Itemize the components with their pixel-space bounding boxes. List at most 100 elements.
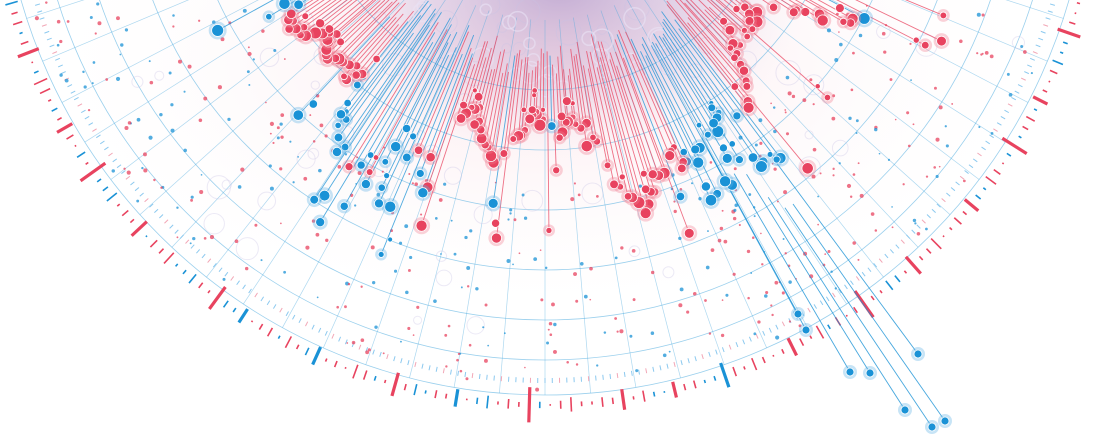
scatter-dot (518, 252, 521, 255)
scatter-dot (679, 188, 683, 191)
outer-tick (434, 390, 438, 399)
data-node (353, 80, 362, 90)
data-node (286, 8, 297, 20)
data-node (315, 18, 326, 29)
fine-tick (159, 214, 164, 219)
outer-tick (475, 397, 479, 405)
fine-tick (972, 158, 978, 163)
data-node (742, 101, 755, 114)
fine-tick (96, 134, 101, 139)
outer-tick (31, 61, 34, 64)
scatter-dot (760, 232, 762, 235)
scatter-dot (414, 182, 418, 186)
haze-circle (1011, 36, 1026, 50)
scatter-dot (838, 162, 841, 165)
scatter-dot (190, 195, 194, 199)
scatter-dot (92, 61, 96, 64)
data-node (801, 325, 811, 335)
fine-tick (895, 244, 900, 249)
scatter-dot (811, 174, 816, 179)
data-node (728, 140, 736, 148)
data-spoke (641, 37, 701, 148)
scatter-dot (464, 235, 468, 240)
scatter-dot (846, 183, 852, 189)
scatter-dot (336, 305, 339, 309)
fine-tick (889, 249, 894, 254)
data-spoke (678, 28, 778, 160)
data-spoke (817, 0, 853, 20)
outer-tick (985, 175, 997, 185)
data-node (455, 113, 467, 124)
data-spokes (217, 0, 946, 428)
fine-tick (266, 300, 271, 306)
haze-circle (370, 159, 388, 178)
data-spoke (733, 173, 851, 373)
scatter-dot (603, 331, 607, 334)
data-spoke (651, 41, 733, 186)
scatter-dot (116, 16, 120, 21)
fine-tick (407, 360, 410, 366)
scatter-dot (203, 96, 208, 101)
data-node (683, 227, 695, 239)
fine-tick (742, 339, 746, 345)
data-node (409, 132, 417, 141)
scatter-dot (279, 122, 283, 126)
scatter-dot (874, 127, 878, 132)
scatter-dot (783, 190, 788, 195)
scatter-dot (951, 103, 954, 105)
scatter-dot (732, 216, 737, 221)
outer-tick (129, 218, 135, 224)
data-node (766, 151, 774, 158)
scatter-dot (254, 223, 258, 227)
scatter-dot (575, 299, 579, 303)
data-node (372, 154, 380, 161)
data-node (381, 158, 390, 166)
data-spoke (315, 0, 358, 34)
scatter-dot (679, 287, 684, 292)
data-spoke (303, 0, 342, 28)
scatter-dot (318, 168, 322, 173)
data-spoke (661, 11, 738, 117)
haze-circle (206, 175, 231, 200)
data-spoke (471, 57, 487, 108)
data-spoke (655, 43, 709, 135)
scatter-dot (858, 33, 863, 38)
grid-radial (42, 0, 190, 62)
haze-circle (203, 213, 225, 235)
scatter-dot (212, 20, 216, 24)
scatter-dot (94, 32, 97, 35)
scatter-dot (242, 8, 247, 13)
fine-tick (755, 333, 759, 339)
data-node (703, 130, 712, 139)
scatter-dot (160, 186, 163, 189)
outer-tick (713, 375, 717, 381)
haze-circle (521, 189, 544, 212)
outer-tick (47, 98, 52, 102)
data-spoke (658, 35, 719, 132)
outer-tick (116, 203, 121, 207)
data-spoke (723, 0, 750, 22)
outer-tick (1018, 135, 1022, 139)
fine-tick (916, 224, 921, 229)
scatter-dot (812, 147, 817, 152)
data-node (415, 169, 425, 178)
scatter-dot (788, 280, 792, 284)
fine-tick (338, 336, 342, 342)
fine-tick (977, 152, 982, 157)
scatter-dot (280, 135, 284, 139)
fine-tick (1047, 10, 1053, 13)
scatter-dot (852, 173, 856, 176)
fine-tick (1020, 77, 1026, 81)
scatter-dot (105, 78, 109, 81)
scatter-dot (540, 298, 544, 302)
scatter-dot (673, 200, 676, 203)
data-node (360, 179, 371, 190)
scatter-dot (632, 298, 636, 302)
data-spoke (552, 64, 557, 171)
scatter-dot (754, 143, 758, 147)
scatter-dot (544, 266, 548, 270)
outer-tick (772, 354, 775, 357)
data-node (936, 35, 947, 47)
fine-tick (84, 116, 90, 120)
grid-radial (711, 0, 951, 215)
